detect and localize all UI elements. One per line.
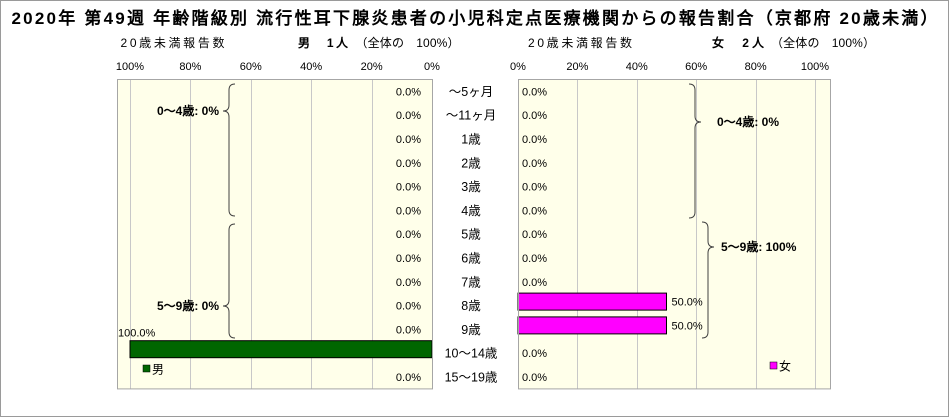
male-data-label: 0.0%: [396, 182, 421, 194]
female-legend-label: 女: [779, 359, 791, 374]
age-category-label: 9歳: [461, 323, 481, 337]
female-data-label: 50.0%: [672, 297, 703, 309]
female-data-label: 0.0%: [522, 253, 547, 265]
female-count-caption: 20歳未満報告数: [528, 35, 632, 50]
male-x-tick-label: 60%: [240, 61, 262, 73]
male-plot-background: [117, 79, 432, 389]
female-data-label: 0.0%: [522, 86, 547, 98]
male-data-label: 0.0%: [396, 110, 421, 122]
female-bar-10: [517, 292, 667, 311]
female-x-tick-label: 60%: [685, 61, 707, 73]
male-plot-border: [117, 79, 433, 390]
female-x-tick-label: 40%: [626, 61, 648, 73]
female-data-label: 0.0%: [522, 134, 547, 146]
female-data-label: 0.0%: [522, 158, 547, 170]
female-panel: 0% 20% 40% 60% 80% 100% 0.0% 0.0% 0.0% 0.0% 0.0% 0.…: [510, 61, 831, 390]
male-data-label: 0.0%: [396, 86, 421, 98]
male-age-group-brace: [222, 223, 236, 339]
age-category-label: 7歳: [461, 275, 481, 289]
male-legend-swatch: [142, 364, 151, 373]
male-age-group-label: 5～9歳: 0%: [157, 298, 219, 313]
age-category-label: 5歳: [461, 228, 481, 242]
age-category-label: 6歳: [461, 252, 481, 266]
female-data-label: 50.0%: [672, 320, 703, 332]
female-data-label: 0.0%: [522, 229, 547, 241]
age-category-label: 10～14歳: [445, 347, 498, 361]
male-panel: 100% 80% 60% 40% 20% 0% 0.0% 0.0% 0.0% 0.0% 0.0% 0.…: [116, 61, 440, 390]
female-count-label: 女 2人: [712, 35, 765, 50]
male-count-label: 男 1人: [298, 35, 349, 50]
male-data-label: 0.0%: [396, 372, 421, 384]
female-data-label: 0.0%: [522, 372, 547, 384]
female-share-label: （全体の 100%）: [771, 35, 875, 50]
age-category-label: 3歳: [461, 180, 481, 194]
male-legend-label: 男: [152, 363, 164, 377]
male-data-label: 0.0%: [396, 324, 421, 336]
male-data-label: 0.0%: [396, 229, 421, 241]
female-x-tick-label: 80%: [745, 61, 767, 73]
male-x-tick-label: 100%: [116, 61, 144, 73]
age-category-label: 1歳: [461, 133, 481, 147]
male-x-tick-label: 80%: [179, 61, 201, 73]
age-category-label: 4歳: [461, 204, 481, 218]
age-category-label: 2歳: [461, 156, 481, 170]
male-bar-12: [129, 340, 433, 359]
female-x-tick-label: 20%: [566, 61, 588, 73]
female-x-tick-label: 100%: [801, 61, 829, 73]
female-x-tick-label: 0%: [510, 61, 526, 73]
male-share-label: （全体の 100%）: [356, 35, 460, 50]
female-age-group-brace: [688, 83, 702, 219]
female-plot-background: [518, 79, 830, 389]
male-count-caption: 20歳未満報告数: [121, 35, 225, 50]
male-data-label: 0.0%: [396, 205, 421, 217]
male-x-tick-label: 20%: [361, 61, 383, 73]
chart-plots: 100% 80% 60% 40% 20% 0% 0.0% 0.0% 0.0% 0.0% 0.0% 0.…: [116, 61, 831, 390]
chart-title: 2020年 第49週 年齢階級別 流行性耳下腺炎患者の小児科定点医療機関からの報…: [12, 8, 938, 28]
male-data-label: 0.0%: [396, 301, 421, 313]
female-age-group-brace: [701, 221, 715, 339]
female-data-label: 0.0%: [522, 277, 547, 289]
male-data-label: 100.0%: [118, 328, 156, 340]
female-bar-11: [517, 316, 667, 335]
female-data-label: 0.0%: [522, 205, 547, 217]
age-category-label: ～5ヶ月: [449, 85, 493, 99]
female-age-group-label: 5～9歳: 100%: [721, 239, 797, 254]
female-data-label: 0.0%: [522, 182, 547, 194]
male-data-label: 0.0%: [396, 134, 421, 146]
age-category-label: 8歳: [461, 299, 481, 313]
age-category-axis: ～5ヶ月 ～11ヶ月 1歳 2歳 3歳 4歳 5歳 6歳 7歳 8歳 9歳 10～14歳 15～19歳: [445, 85, 498, 385]
male-data-label: 0.0%: [396, 253, 421, 265]
age-category-label: ～11ヶ月: [446, 109, 496, 123]
female-data-label: 0.0%: [522, 348, 547, 360]
male-x-tick-label: 40%: [300, 61, 322, 73]
male-x-tick-label: 0%: [424, 61, 440, 73]
age-category-label: 15～19歳: [445, 371, 498, 385]
female-data-label: 0.0%: [522, 110, 547, 122]
male-data-label: 0.0%: [396, 158, 421, 170]
female-age-group-label: 0～4歳: 0%: [717, 114, 779, 129]
female-plot-border: [518, 79, 831, 390]
male-age-group-brace: [222, 83, 236, 217]
male-data-label: 0.0%: [396, 277, 421, 289]
female-legend-swatch: [769, 361, 778, 370]
male-age-group-label: 0～4歳: 0%: [157, 103, 219, 118]
